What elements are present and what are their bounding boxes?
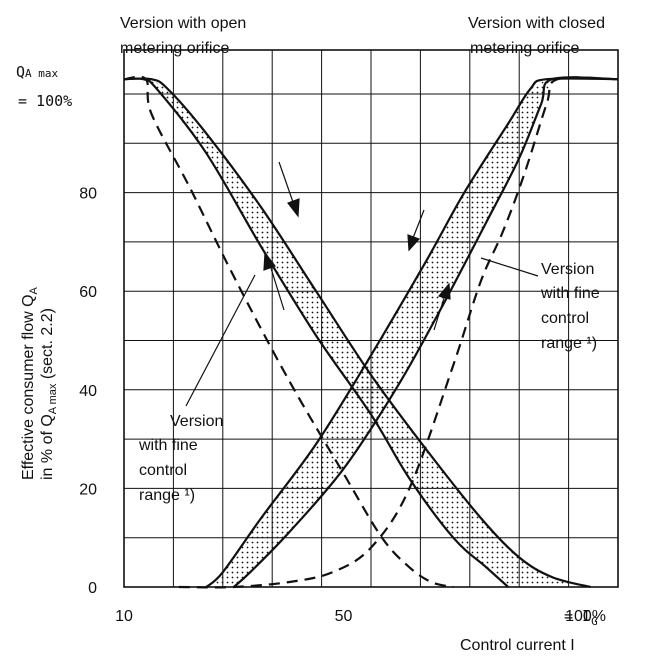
fine-right-line4: range ¹) <box>541 335 597 352</box>
curve-open-band-lower <box>123 77 509 588</box>
closed-band-fill <box>206 79 619 587</box>
x-tick-label: 100% <box>565 608 606 625</box>
x-tick-label: 10 <box>115 608 133 625</box>
plot-area-border <box>123 49 619 588</box>
curve-open-fine <box>123 75 454 589</box>
fine-right-line2: with fine <box>540 285 600 302</box>
fine-left-line1: Version <box>170 413 223 430</box>
curve-closed-band-upper <box>205 77 619 588</box>
arrow-open-up-head <box>263 251 276 271</box>
arrow-open-down-head <box>287 198 300 218</box>
x-axis-title: Control current I <box>460 637 575 654</box>
annotation-leaders <box>185 257 539 407</box>
closed-orifice-title-line1: Version with closed <box>468 15 605 32</box>
closed-orifice-title-line2: metering orifice <box>470 40 579 57</box>
x-end-suffix: = IG <box>564 607 598 628</box>
plot-frame <box>123 49 619 588</box>
y-tick-label: 0 <box>88 580 97 597</box>
y-axis-title: Effective consumer flow QA in % of QA ma… <box>20 286 59 480</box>
curve-open-band-upper <box>123 77 591 589</box>
curve-closed-fine <box>178 76 619 589</box>
y-tick-label: 60 <box>79 284 97 301</box>
arrow-open-down <box>278 161 295 206</box>
tick-labels: 0 20 40 60 80 10 50 100% <box>79 186 606 625</box>
shaded-bands <box>124 79 619 587</box>
fine-right-line1: Version <box>541 261 594 278</box>
arrow-closed-down <box>412 209 425 239</box>
fine-left-line3: control <box>139 462 187 479</box>
y-axis-title-line2: in % of QA max (sect. 2.2) <box>39 308 59 480</box>
arrow-open-up <box>269 264 285 311</box>
leader-left <box>185 274 256 407</box>
y-tick-label: 40 <box>79 383 97 400</box>
y-top-label-q: QA max <box>16 63 59 81</box>
y-tick-label: 20 <box>79 481 97 498</box>
open-orifice-title-line2: metering orifice <box>120 40 229 57</box>
open-orifice-title-line1: Version with open <box>120 15 246 32</box>
fine-left-line2: with fine <box>138 437 198 454</box>
leader-right <box>480 257 539 277</box>
fine-right-line3: control <box>541 310 589 327</box>
arrow-closed-down-head <box>407 234 421 252</box>
y-tick-label: 80 <box>79 186 97 203</box>
fine-left-line4: range ¹) <box>139 487 195 504</box>
arrow-closed-up-head <box>437 282 451 300</box>
y-top-label-value: = 100% <box>18 92 72 110</box>
x-tick-label: 50 <box>335 608 353 625</box>
y-axis-title-line1: Effective consumer flow QA <box>20 286 40 480</box>
open-band-fill <box>124 79 591 587</box>
direction-arrows <box>263 161 451 331</box>
arrow-closed-up <box>433 294 446 331</box>
